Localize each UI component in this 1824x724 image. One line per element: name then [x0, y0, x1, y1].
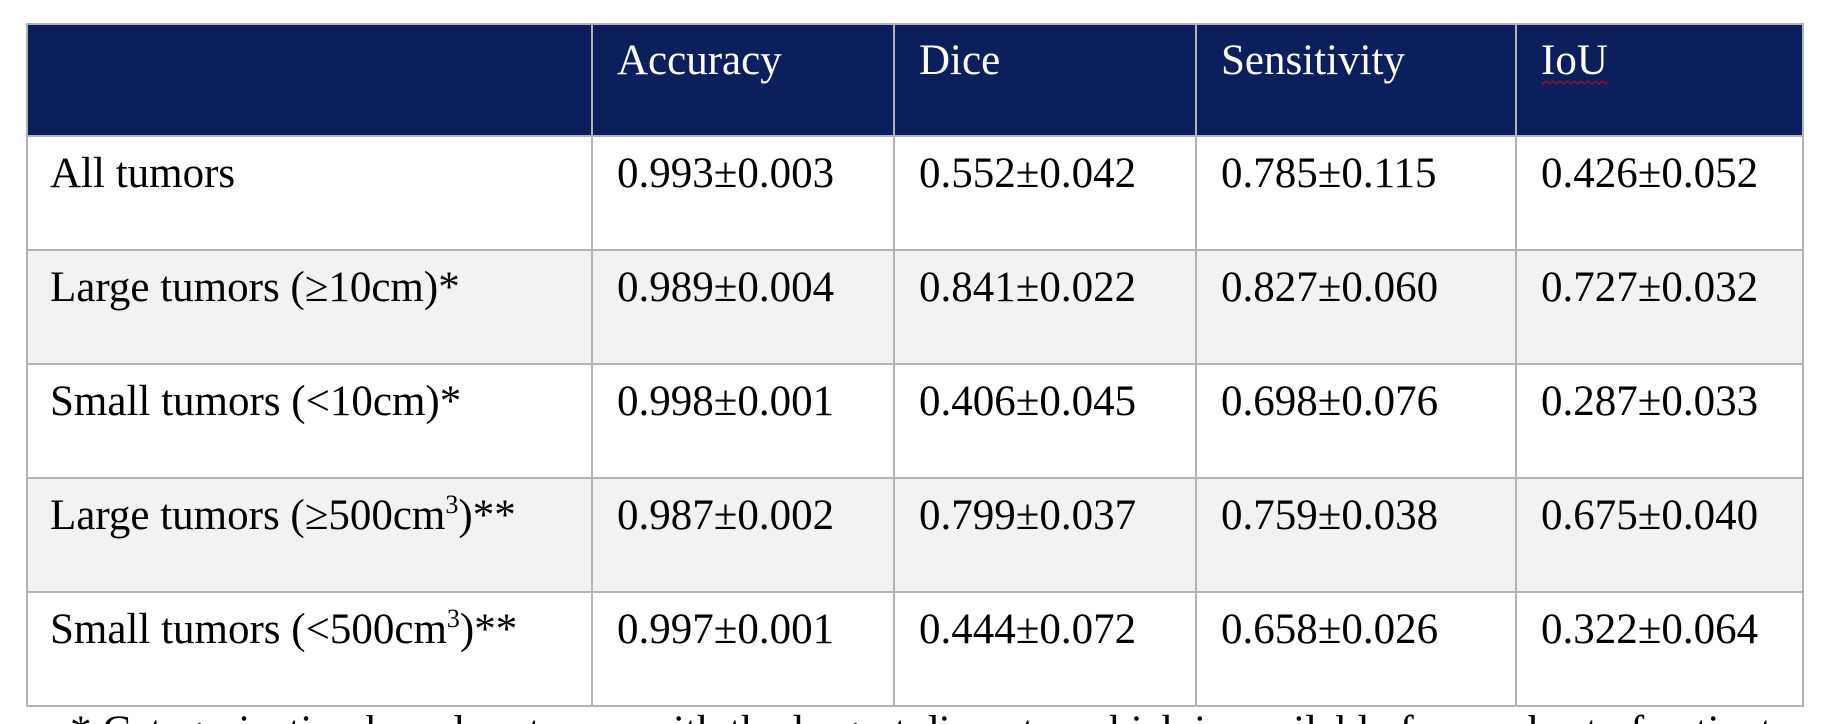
accuracy-cell: 0.993±0.003 — [591, 135, 895, 251]
row-label-sup: 3 — [445, 490, 459, 519]
row-label-text: Small tumors (<10cm)* — [50, 378, 462, 425]
row-label: Large tumors (≥10cm)* — [26, 249, 593, 365]
results-table-container: Accuracy Dice Sensitivity IoU All tumors… — [26, 23, 1804, 707]
dice-cell: 0.444±0.072 — [893, 591, 1197, 707]
header-cell-accuracy: Accuracy — [591, 23, 895, 137]
row-label-suffix: )** — [459, 606, 518, 653]
header-cell-dice: Dice — [893, 23, 1197, 137]
iou-cell: 0.287±0.033 — [1515, 363, 1804, 479]
sensitivity-cell: 0.827±0.060 — [1195, 249, 1517, 365]
sensitivity-cell: 0.658±0.026 — [1195, 591, 1517, 707]
row-label-text: Small tumors (<500cm — [50, 606, 447, 653]
iou-cell: 0.426±0.052 — [1515, 135, 1804, 251]
row-label-text: Large tumors (≥500cm — [50, 492, 446, 539]
row-label: Small tumors (<500cm3)** — [26, 591, 593, 707]
header-cell-empty — [26, 23, 593, 137]
iou-cell: 0.322±0.064 — [1515, 591, 1804, 707]
row-label: All tumors — [26, 135, 593, 251]
sensitivity-cell: 0.759±0.038 — [1195, 477, 1517, 593]
footnote-text: * Categorization based on tumor with the… — [70, 712, 1789, 724]
header-iou-text: IoU — [1541, 37, 1608, 84]
table-row: Small tumors (<10cm)* 0.998±0.001 0.406±… — [26, 363, 1804, 479]
dice-cell: 0.406±0.045 — [893, 363, 1197, 479]
dice-cell: 0.552±0.042 — [893, 135, 1197, 251]
header-cell-iou: IoU — [1515, 23, 1804, 137]
row-label-suffix: )** — [458, 492, 516, 539]
table-row: Small tumors (<500cm3)** 0.997±0.001 0.4… — [26, 591, 1804, 707]
accuracy-cell: 0.989±0.004 — [591, 249, 895, 365]
dice-cell: 0.841±0.022 — [893, 249, 1197, 365]
row-label-text: Large tumors (≥10cm)* — [50, 264, 460, 311]
header-cell-sensitivity: Sensitivity — [1195, 23, 1517, 137]
footnote-clip: * Categorization based on tumor with the… — [0, 712, 1824, 724]
sensitivity-cell: 0.785±0.115 — [1195, 135, 1517, 251]
header-row: Accuracy Dice Sensitivity IoU — [26, 23, 1804, 137]
row-label: Large tumors (≥500cm3)** — [26, 477, 593, 593]
iou-cell: 0.727±0.032 — [1515, 249, 1804, 365]
row-label-sup: 3 — [446, 604, 460, 633]
accuracy-cell: 0.997±0.001 — [591, 591, 895, 707]
table-row: Large tumors (≥500cm3)** 0.987±0.002 0.7… — [26, 477, 1804, 593]
iou-cell: 0.675±0.040 — [1515, 477, 1804, 593]
row-label: Small tumors (<10cm)* — [26, 363, 593, 479]
table-row: Large tumors (≥10cm)* 0.989±0.004 0.841±… — [26, 249, 1804, 365]
sensitivity-cell: 0.698±0.076 — [1195, 363, 1517, 479]
row-label-text: All tumors — [50, 150, 236, 197]
table-row: All tumors 0.993±0.003 0.552±0.042 0.785… — [26, 135, 1804, 251]
accuracy-cell: 0.998±0.001 — [591, 363, 895, 479]
dice-cell: 0.799±0.037 — [893, 477, 1197, 593]
results-table: Accuracy Dice Sensitivity IoU All tumors… — [26, 23, 1804, 707]
accuracy-cell: 0.987±0.002 — [591, 477, 895, 593]
